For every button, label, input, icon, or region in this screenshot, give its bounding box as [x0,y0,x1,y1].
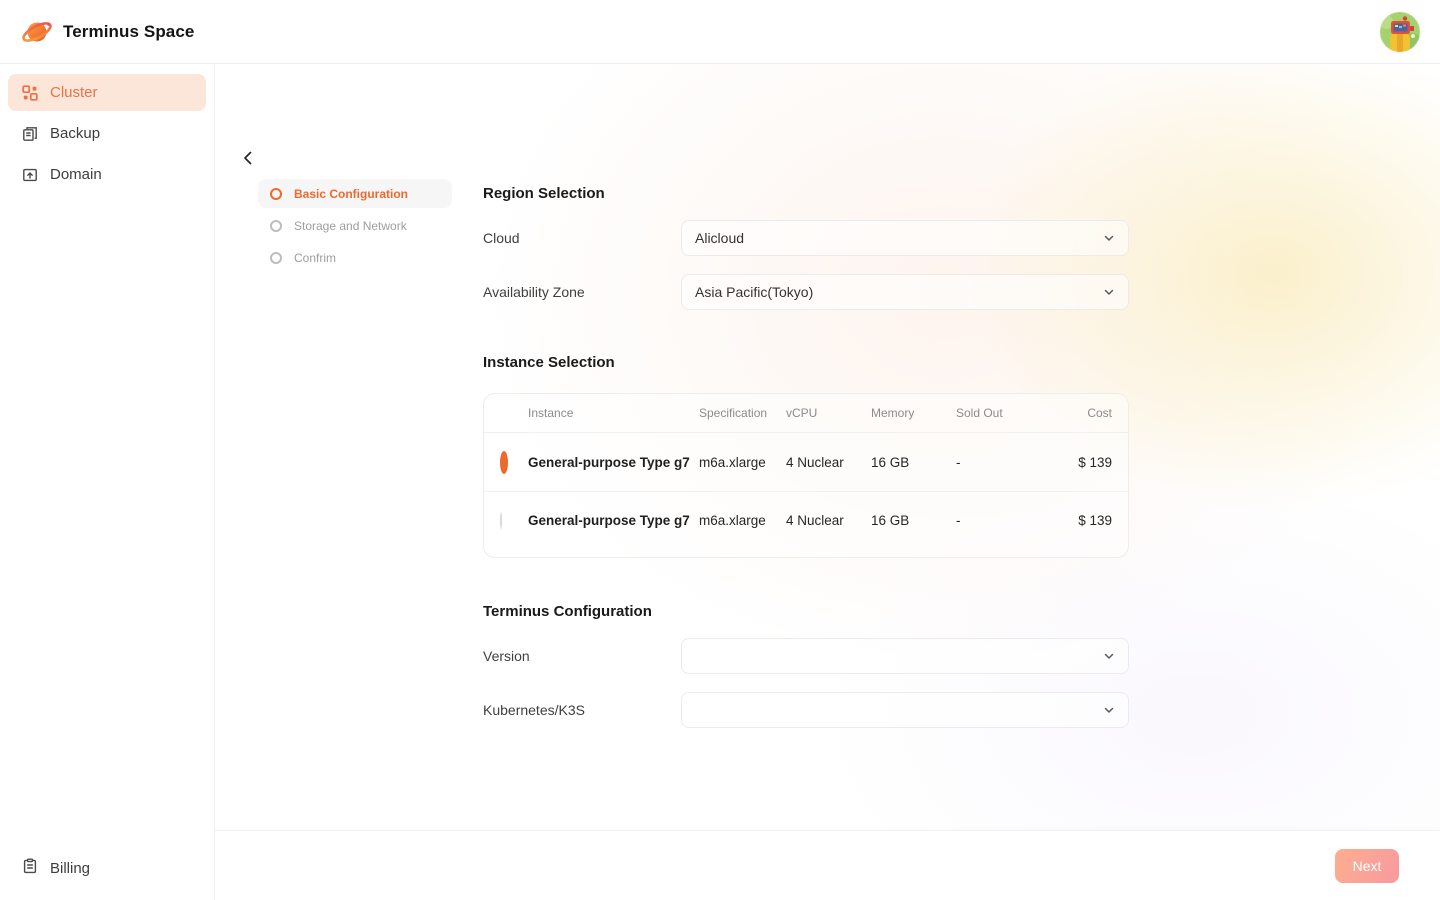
chevron-left-icon [240,150,256,166]
col-sold-out: Sold Out [956,406,1003,420]
step-storage-and-network[interactable]: Storage and Network [258,211,452,240]
chevron-down-icon [1103,232,1115,244]
planet-logo-icon [20,15,54,49]
sidebar-item-label: Billing [50,859,91,877]
cell-specification: m6a.xlarge [699,513,766,528]
sidebar-item-domain[interactable]: Domain [8,156,206,193]
configuration-form: Region Selection Cloud Alicloud Availabi… [483,185,1129,728]
cell-memory: 16 GB [871,454,910,470]
col-instance: Instance [528,406,574,420]
cluster-create-content: Basic Configuration Storage and Network … [215,64,1440,830]
box-arrow-up-icon [22,167,38,183]
sidebar-item-billing[interactable]: Billing [22,850,206,886]
version-select[interactable] [681,638,1129,674]
sidebar-item-cluster[interactable]: Cluster [8,74,206,111]
instance-table-header: Instance Specification vCPU Memory Sold … [484,394,1128,433]
sidebar-nav: Cluster Backup Domain [8,74,206,193]
cell-instance: General-purpose Type g7 [528,454,690,470]
kubernetes-field-row: Kubernetes/K3S [483,692,1129,728]
availability-zone-select[interactable]: Asia Pacific(Tokyo) [681,274,1129,310]
sidebar-item-label: Cluster [50,84,98,101]
footer-action-bar: Next [215,830,1440,900]
radio-selected-icon[interactable] [500,450,508,474]
back-button[interactable] [234,144,262,172]
availability-zone-field-row: Availability Zone Asia Pacific(Tokyo) [483,274,1129,310]
copy-document-icon [22,126,38,142]
cell-vcpu: 4 Nuclear [786,513,844,528]
cell-instance: General-purpose Type g7 [528,513,690,528]
instance-row-1[interactable]: General-purpose Type g7 m6a.xlarge 4 Nuc… [484,433,1128,491]
user-avatar[interactable] [1380,11,1420,52]
sidebar: Cluster Backup Domain [0,64,215,900]
instance-row-2[interactable]: General-purpose Type g7 m6a.xlarge 4 Nuc… [484,491,1128,549]
step-confirm[interactable]: Confrim [258,243,452,272]
step-label: Storage and Network [294,218,407,233]
cell-specification: m6a.xlarge [699,454,766,470]
step-label: Confrim [294,250,337,265]
instance-table: Instance Specification vCPU Memory Sold … [483,393,1129,558]
main-area: Basic Configuration Storage and Network … [215,64,1440,900]
kubernetes-label: Kubernetes/K3S [483,702,585,718]
version-field-row: Version [483,638,1129,674]
app-header: Terminus Space [0,0,1440,64]
cloud-select[interactable]: Alicloud [681,220,1129,256]
sidebar-item-label: Domain [50,166,102,183]
chevron-down-icon [1103,704,1115,716]
cell-vcpu: 4 Nuclear [786,454,844,470]
brand: Terminus Space [20,15,194,49]
cell-sold-out: - [956,454,961,470]
sidebar-footer: Billing [8,850,206,886]
step-circle-icon [270,219,282,232]
kubernetes-select[interactable] [681,692,1129,728]
step-circle-icon [270,251,282,264]
cell-cost: $ 139 [1078,513,1112,528]
cloud-label: Cloud [483,230,520,246]
cloud-select-value: Alicloud [695,230,745,246]
terminus-configuration-title: Terminus Configuration [483,603,652,620]
step-circle-icon [270,187,282,200]
cloud-field-row: Cloud Alicloud [483,220,1129,256]
sidebar-item-label: Backup [50,125,101,142]
version-label: Version [483,648,530,664]
col-specification: Specification [699,406,768,420]
step-label: Basic Configuration [294,186,409,201]
cell-cost: $ 139 [1078,454,1112,470]
instance-selection-title: Instance Selection [483,354,615,371]
billing-clipboard-icon [22,858,38,878]
brand-title: Terminus Space [63,21,195,41]
radio-unselected-icon[interactable] [500,512,502,529]
col-vcpu: vCPU [786,406,818,420]
region-selection-title: Region Selection [483,185,605,202]
cell-sold-out: - [956,513,961,528]
cell-memory: 16 GB [871,513,910,528]
col-memory: Memory [871,406,915,420]
chevron-down-icon [1103,650,1115,662]
chevron-down-icon [1103,286,1115,298]
next-button[interactable]: Next [1335,848,1399,883]
wizard-stepper: Basic Configuration Storage and Network … [258,179,452,272]
availability-zone-select-value: Asia Pacific(Tokyo) [695,284,814,300]
availability-zone-label: Availability Zone [483,284,585,300]
sidebar-item-backup[interactable]: Backup [8,115,206,152]
col-cost: Cost [1087,406,1112,420]
grid-icon [22,84,38,101]
step-basic-configuration[interactable]: Basic Configuration [258,179,452,208]
